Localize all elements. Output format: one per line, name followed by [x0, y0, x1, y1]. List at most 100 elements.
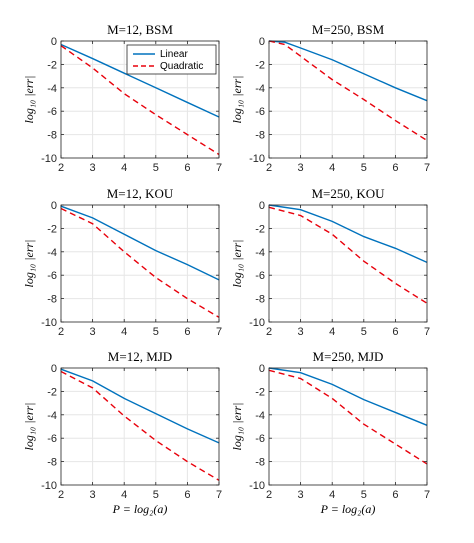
y-tick-label: -8 [255, 130, 265, 142]
series-linear-line [60, 205, 220, 281]
y-tick-label: -10 [249, 153, 265, 165]
subplot-6: 2 3 4 5 6 7 0 -2 -4 -6 -8 -10 M=250, MJD log₁₀ |err| [230, 349, 430, 501]
y-axis-label: log₁₀ |err| [22, 403, 36, 451]
series-linear-line [268, 367, 428, 426]
x-tick-label: 7 [216, 326, 222, 338]
x-tick-label: 3 [90, 489, 96, 501]
y-tick-label: -6 [255, 270, 265, 282]
x-tick-label: 3 [298, 489, 304, 501]
x-tick-label: 4 [329, 326, 335, 338]
x-tick-label: 7 [424, 162, 430, 174]
x-tick-label: 2 [58, 162, 64, 174]
y-tick-label: -8 [47, 294, 57, 306]
axes-box [60, 367, 220, 486]
series-quadratic-line [60, 45, 220, 156]
axes-box [60, 204, 220, 323]
legend-box [126, 44, 217, 75]
subplot-5: 2 3 4 5 6 7 0 -2 -4 -6 -8 -10 M=12, MJD log₁₀ |err| [22, 349, 222, 501]
y-tick-label: -4 [255, 247, 265, 259]
y-tick-label: 0 [259, 200, 265, 212]
series-linear-line [60, 43, 220, 118]
x-tick-label: 3 [90, 162, 96, 174]
x-tick-label: 4 [329, 489, 335, 501]
x-tick-label: 6 [392, 162, 398, 174]
series-quadratic-line [268, 206, 428, 304]
x-tick-label: 5 [153, 489, 159, 501]
axes-box [268, 40, 428, 159]
series-linear-line [268, 40, 428, 102]
x-tick-label: 2 [58, 326, 64, 338]
subplot-2: 2 3 4 5 6 7 0 -2 -4 -6 -8 -10 M=250, BSM log₁₀ |err| [230, 22, 430, 174]
y-tick-label: -2 [47, 386, 57, 398]
y-axis-label: log₁₀ |err| [230, 240, 244, 288]
y-axis-label: log₁₀ |err| [22, 76, 36, 124]
y-tick-label: -4 [47, 247, 57, 259]
x-tick-label: 6 [184, 326, 190, 338]
y-tick-label: 0 [51, 200, 57, 212]
y-tick-label: -6 [255, 433, 265, 445]
series-quadratic-line [60, 370, 220, 481]
panel-title: M=250, KOU [311, 186, 385, 201]
subplot-4: 2 3 4 5 6 7 0 -2 -4 -6 -8 -10 M=250, KOU log₁₀ |err| [230, 186, 430, 338]
panel-title: M=12, MJD [108, 349, 172, 364]
y-tick-label: 0 [51, 363, 57, 375]
y-tick-label: -2 [47, 223, 57, 235]
y-tick-label: -4 [47, 410, 57, 422]
panel-title: M=250, BSM [312, 22, 385, 37]
y-tick-label: -2 [255, 59, 265, 71]
x-tick-label: 5 [153, 162, 159, 174]
x-tick-label: 4 [121, 326, 127, 338]
series-linear-line [268, 204, 428, 263]
panel-title: M=12, BSM [107, 22, 173, 37]
x-tick-label: 2 [58, 489, 64, 501]
x-tick-label: 7 [216, 162, 222, 174]
y-tick-label: -10 [41, 480, 57, 492]
axes-box [268, 204, 428, 323]
y-tick-label: -10 [41, 153, 57, 165]
axes-box [268, 367, 428, 486]
y-tick-label: -2 [255, 223, 265, 235]
legend: Linear Quadratic [126, 44, 217, 75]
panel-title: M=12, KOU [107, 186, 174, 201]
y-tick-label: -4 [255, 83, 265, 95]
x-axis-label-left: P = log₂(a) [112, 502, 168, 516]
y-tick-label: -6 [47, 433, 57, 445]
series-quadratic-line [268, 40, 428, 142]
y-tick-label: -6 [255, 106, 265, 118]
panel-title: M=250, MJD [313, 349, 384, 364]
y-axis-label: log₁₀ |err| [22, 240, 36, 288]
x-axis-label-right: P = log₂(a) [320, 502, 376, 516]
x-tick-label: 5 [361, 162, 367, 174]
x-tick-label: 6 [184, 162, 190, 174]
y-tick-label: -8 [47, 130, 57, 142]
y-tick-label: -10 [249, 480, 265, 492]
series-quadratic-line [60, 207, 220, 318]
axes-box [60, 40, 220, 159]
x-tick-label: 6 [392, 489, 398, 501]
x-tick-label: 7 [424, 326, 430, 338]
y-tick-label: 0 [259, 36, 265, 48]
x-tick-label: 6 [392, 326, 398, 338]
y-tick-label: -10 [41, 317, 57, 329]
y-tick-label: -6 [47, 270, 57, 282]
subplot-1: 2 3 4 5 6 7 0 -2 -4 -6 -8 -10 M=12, BSM log₁₀ |err| [22, 22, 222, 174]
y-tick-label: -8 [255, 457, 265, 469]
x-tick-label: 2 [266, 326, 272, 338]
y-tick-label: -4 [47, 83, 57, 95]
y-tick-label: 0 [51, 36, 57, 48]
x-tick-label: 3 [90, 326, 96, 338]
x-tick-label: 5 [153, 326, 159, 338]
series-quadratic-line [268, 369, 428, 465]
x-tick-label: 4 [121, 489, 127, 501]
x-tick-label: 7 [424, 489, 430, 501]
y-tick-label: -8 [255, 294, 265, 306]
x-tick-label: 6 [184, 489, 190, 501]
legend-linear-label: Linear [160, 49, 188, 60]
x-tick-label: 2 [266, 162, 272, 174]
y-axis-label: log₁₀ |err| [230, 76, 244, 124]
y-tick-label: -2 [47, 59, 57, 71]
y-tick-label: 0 [259, 363, 265, 375]
y-tick-label: -8 [47, 457, 57, 469]
x-tick-label: 7 [216, 489, 222, 501]
